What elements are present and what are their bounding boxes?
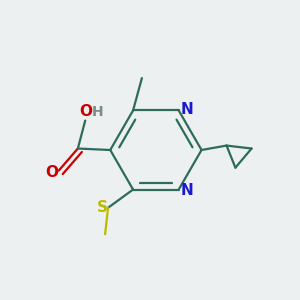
Text: S: S bbox=[97, 200, 108, 215]
Text: O: O bbox=[79, 104, 92, 119]
Text: H: H bbox=[92, 105, 103, 119]
Text: O: O bbox=[45, 165, 58, 180]
Text: N: N bbox=[181, 102, 193, 117]
Text: N: N bbox=[181, 183, 193, 198]
